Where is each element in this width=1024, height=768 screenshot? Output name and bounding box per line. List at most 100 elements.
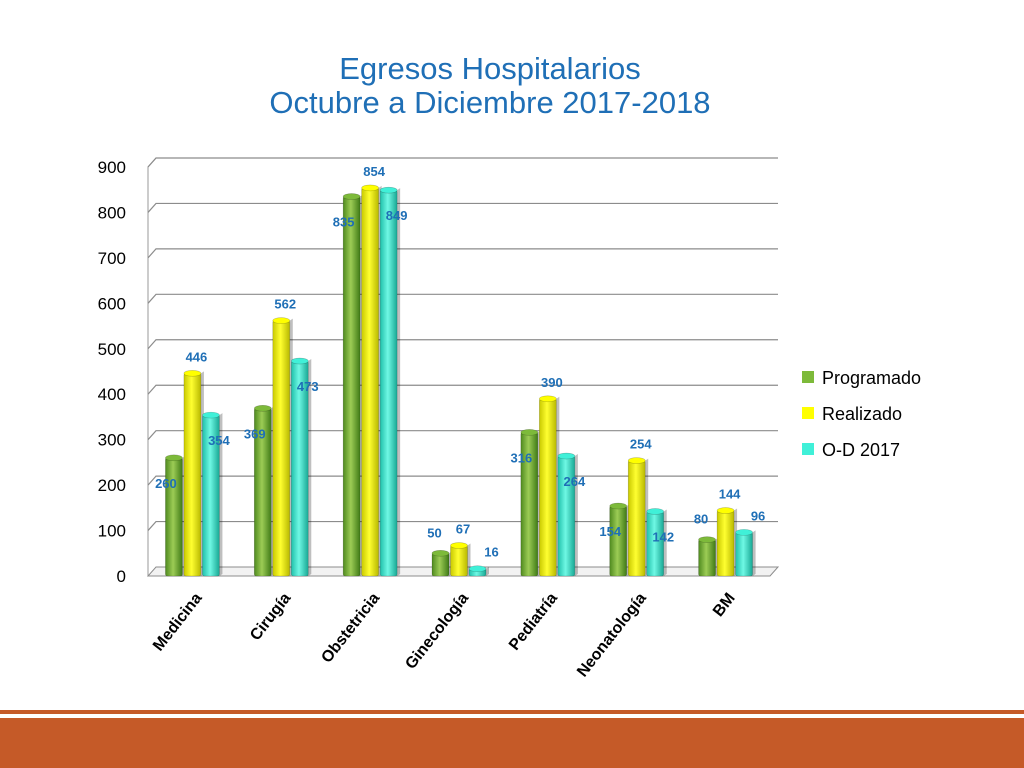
bar-top — [202, 411, 220, 419]
bar — [165, 454, 186, 577]
data-labels: 260 446 354 369 562 473 835 854 849 50 67 16 316 390 2… — [155, 164, 765, 560]
bar-top — [698, 536, 716, 543]
bar-side — [219, 413, 223, 576]
bar-top — [539, 395, 557, 403]
plot-area — [146, 157, 780, 577]
y-tick-label: 400 — [98, 385, 126, 404]
data-label: 562 — [274, 297, 296, 312]
data-label: 96 — [751, 508, 765, 523]
data-label: 154 — [599, 524, 621, 539]
y-tick-label: 500 — [98, 340, 126, 359]
bar-front — [716, 510, 735, 577]
bar-front — [342, 196, 361, 577]
bar — [342, 193, 364, 577]
y-tick-label: 600 — [98, 294, 126, 313]
bar-front — [539, 398, 557, 577]
bar — [183, 370, 204, 577]
bar-top — [431, 549, 450, 557]
bar-top — [183, 370, 202, 377]
bar-top — [716, 507, 735, 514]
bar-top — [646, 508, 665, 515]
bar-top — [609, 502, 628, 510]
bar-chart: 0 100 200 300 400 500 600 700 800 900 260 446 354 36… — [98, 157, 921, 680]
bar-side — [308, 359, 312, 576]
x-tick-label: Obstetricia — [318, 590, 383, 666]
bar-top — [627, 457, 646, 464]
bar-side — [486, 566, 489, 576]
legend-label: Realizado — [822, 404, 902, 424]
bar — [431, 549, 452, 577]
bar — [557, 452, 578, 577]
gridline — [147, 157, 778, 168]
y-tick-label: 900 — [98, 158, 126, 177]
bar-top — [450, 542, 468, 549]
bar-front — [698, 539, 716, 577]
bar — [272, 317, 293, 577]
data-label: 390 — [541, 375, 563, 390]
bar-front — [379, 189, 398, 577]
bar — [290, 357, 312, 577]
y-tick-label: 100 — [98, 522, 126, 541]
bar-side — [397, 188, 401, 576]
data-label: 369 — [244, 426, 266, 441]
legend-label: Programado — [822, 368, 921, 388]
x-axis-ticks: Medicina Cirugía Obstetricia Ginecología Ped… — [150, 590, 739, 680]
bar-top — [290, 357, 309, 365]
data-label: 16 — [484, 545, 498, 560]
legend-swatch — [802, 443, 814, 455]
bar — [646, 508, 667, 577]
bar-top — [165, 454, 183, 462]
bar — [716, 507, 738, 577]
data-label: 473 — [297, 379, 319, 394]
data-label: 67 — [456, 522, 470, 537]
bar — [202, 411, 223, 577]
y-tick-label: 700 — [98, 249, 126, 268]
gridline — [147, 430, 778, 441]
gridline — [147, 202, 778, 213]
x-tick-label: BM — [710, 590, 739, 620]
x-tick-label: Cirugía — [247, 590, 294, 644]
plot-wall — [147, 157, 778, 576]
footer-line — [0, 710, 1024, 714]
data-label: 80 — [694, 512, 708, 527]
gridlines — [147, 157, 778, 531]
bar-top — [379, 186, 398, 194]
bar-front — [361, 187, 379, 577]
data-label: 354 — [208, 433, 230, 448]
y-axis-ticks: 0 100 200 300 400 500 600 700 800 900 — [98, 158, 126, 586]
gridline — [147, 475, 778, 486]
y-tick-label: 800 — [98, 203, 126, 222]
y-tick-label: 300 — [98, 431, 126, 450]
bar-front — [272, 320, 291, 577]
bar-top — [557, 452, 576, 460]
legend-label: O-D 2017 — [822, 440, 900, 460]
data-label: 849 — [386, 208, 408, 223]
bar-side — [752, 530, 756, 576]
bar-front — [431, 552, 450, 577]
bar-front — [183, 373, 202, 577]
data-label: 316 — [511, 450, 533, 465]
bar-front — [735, 532, 753, 577]
bar — [468, 565, 489, 577]
footer-bar — [0, 718, 1024, 768]
bar — [379, 186, 401, 577]
x-tick-label: Pediatría — [506, 590, 561, 654]
x-tick-label: Neonatología — [574, 590, 650, 680]
data-label: 854 — [363, 164, 385, 179]
data-label: 260 — [155, 476, 177, 491]
bar-top — [272, 317, 291, 324]
data-label: 446 — [186, 349, 208, 364]
data-label: 264 — [564, 474, 586, 489]
bar-front — [450, 545, 468, 577]
gridline — [147, 384, 778, 395]
gridline — [147, 339, 778, 350]
bar-side — [663, 509, 667, 576]
x-tick-label: Medicina — [150, 590, 206, 654]
bar-top — [342, 193, 361, 200]
data-label: 142 — [652, 529, 674, 544]
bar-top — [253, 405, 272, 412]
bar-top — [735, 529, 753, 536]
x-tick-label: Ginecología — [402, 590, 472, 673]
bar-top — [361, 184, 379, 192]
bar — [735, 529, 756, 577]
